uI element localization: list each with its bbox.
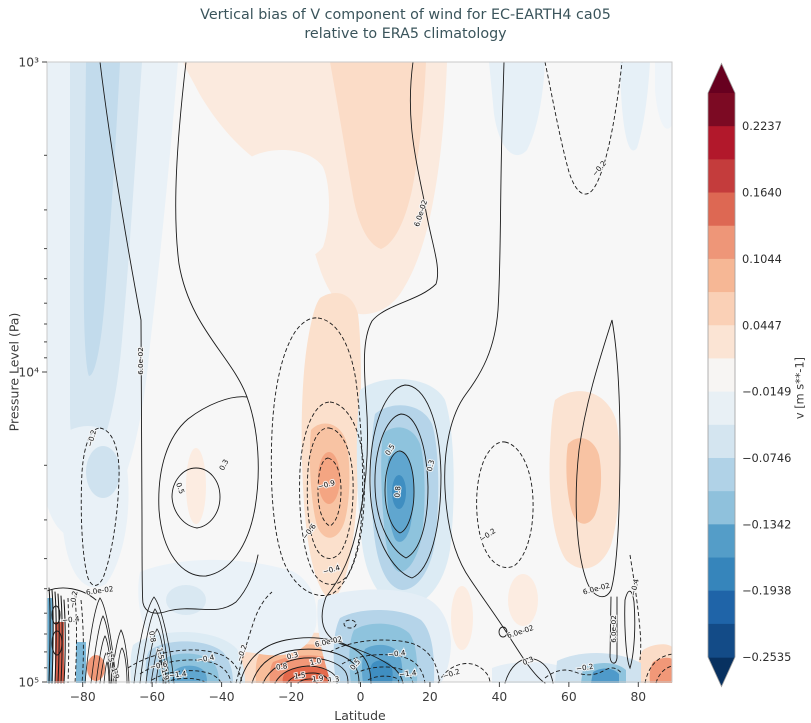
svg-text:−0.1342: −0.1342 bbox=[742, 517, 791, 531]
filled-contour-layer bbox=[47, 62, 672, 683]
svg-text:1.5: 1.5 bbox=[105, 650, 116, 663]
dashed-contour-lines bbox=[67, 61, 673, 684]
svg-text:−1.4: −1.4 bbox=[399, 668, 418, 679]
colorbar: 0.2237 0.1640 0.1044 0.0447 −0.0149 −0.0746 −0… bbox=[707, 62, 791, 688]
svg-text:−0.2: −0.2 bbox=[68, 590, 80, 609]
svg-text:0: 0 bbox=[357, 690, 365, 704]
svg-text:−0.4: −0.4 bbox=[62, 614, 81, 625]
svg-text:6.0e-02: 6.0e-02 bbox=[136, 347, 145, 375]
svg-text:60: 60 bbox=[561, 690, 577, 704]
svg-text:0.2237: 0.2237 bbox=[742, 119, 782, 133]
svg-text:−0.1938: −0.1938 bbox=[742, 584, 791, 598]
svg-text:1.5: 1.5 bbox=[294, 670, 306, 680]
svg-text:20: 20 bbox=[422, 690, 438, 704]
svg-text:1.0: 1.0 bbox=[309, 656, 322, 667]
svg-text:−0.4: −0.4 bbox=[388, 648, 407, 659]
svg-text:1.3: 1.3 bbox=[327, 674, 340, 685]
svg-text:10³: 10³ bbox=[18, 55, 39, 69]
svg-text:−0.0149: −0.0149 bbox=[742, 385, 791, 399]
svg-text:−40: −40 bbox=[209, 690, 235, 704]
svg-text:−60: −60 bbox=[139, 690, 165, 704]
chart-title-line2: relative to ERA5 climatology bbox=[304, 26, 507, 42]
svg-text:10⁴: 10⁴ bbox=[18, 365, 39, 379]
chart-title: Vertical bias of V component of wind for… bbox=[0, 6, 811, 44]
svg-text:0.3: 0.3 bbox=[286, 650, 299, 661]
svg-text:0.8: 0.8 bbox=[147, 630, 158, 643]
svg-text:0.1640: 0.1640 bbox=[742, 186, 782, 200]
svg-text:−0.6: −0.6 bbox=[149, 660, 168, 672]
svg-text:1.9: 1.9 bbox=[160, 668, 172, 682]
svg-text:10⁵: 10⁵ bbox=[18, 675, 39, 689]
solid-contour-lines bbox=[46, 61, 636, 684]
svg-text:0.8: 0.8 bbox=[275, 661, 288, 672]
svg-text:−80: −80 bbox=[70, 690, 96, 704]
svg-text:0.1044: 0.1044 bbox=[742, 252, 782, 266]
svg-text:−20: −20 bbox=[278, 690, 304, 704]
svg-text:−1.4: −1.4 bbox=[169, 669, 188, 680]
svg-text:0.3: 0.3 bbox=[425, 459, 436, 472]
svg-text:6.0e-02: 6.0e-02 bbox=[609, 615, 618, 643]
svg-text:0.0447: 0.0447 bbox=[742, 318, 782, 332]
svg-text:−0.4: −0.4 bbox=[196, 653, 215, 665]
svg-text:80: 80 bbox=[630, 690, 646, 704]
axis-ticks bbox=[42, 61, 639, 687]
svg-text:0.8: 0.8 bbox=[393, 485, 403, 498]
svg-text:40: 40 bbox=[492, 690, 508, 704]
axis-tick-labels: −80 −60 −40 −20 0 20 40 60 80 10³ 10⁴ 10⁵ bbox=[18, 55, 646, 704]
chart-title-line1: Vertical bias of V component of wind for… bbox=[200, 7, 611, 23]
svg-text:−0.2535: −0.2535 bbox=[742, 650, 791, 664]
svg-text:−0.2: −0.2 bbox=[575, 662, 594, 673]
svg-text:1.5: 1.5 bbox=[155, 647, 166, 660]
x-axis-label: Latitude bbox=[334, 708, 386, 723]
svg-text:−0.0746: −0.0746 bbox=[742, 451, 791, 465]
